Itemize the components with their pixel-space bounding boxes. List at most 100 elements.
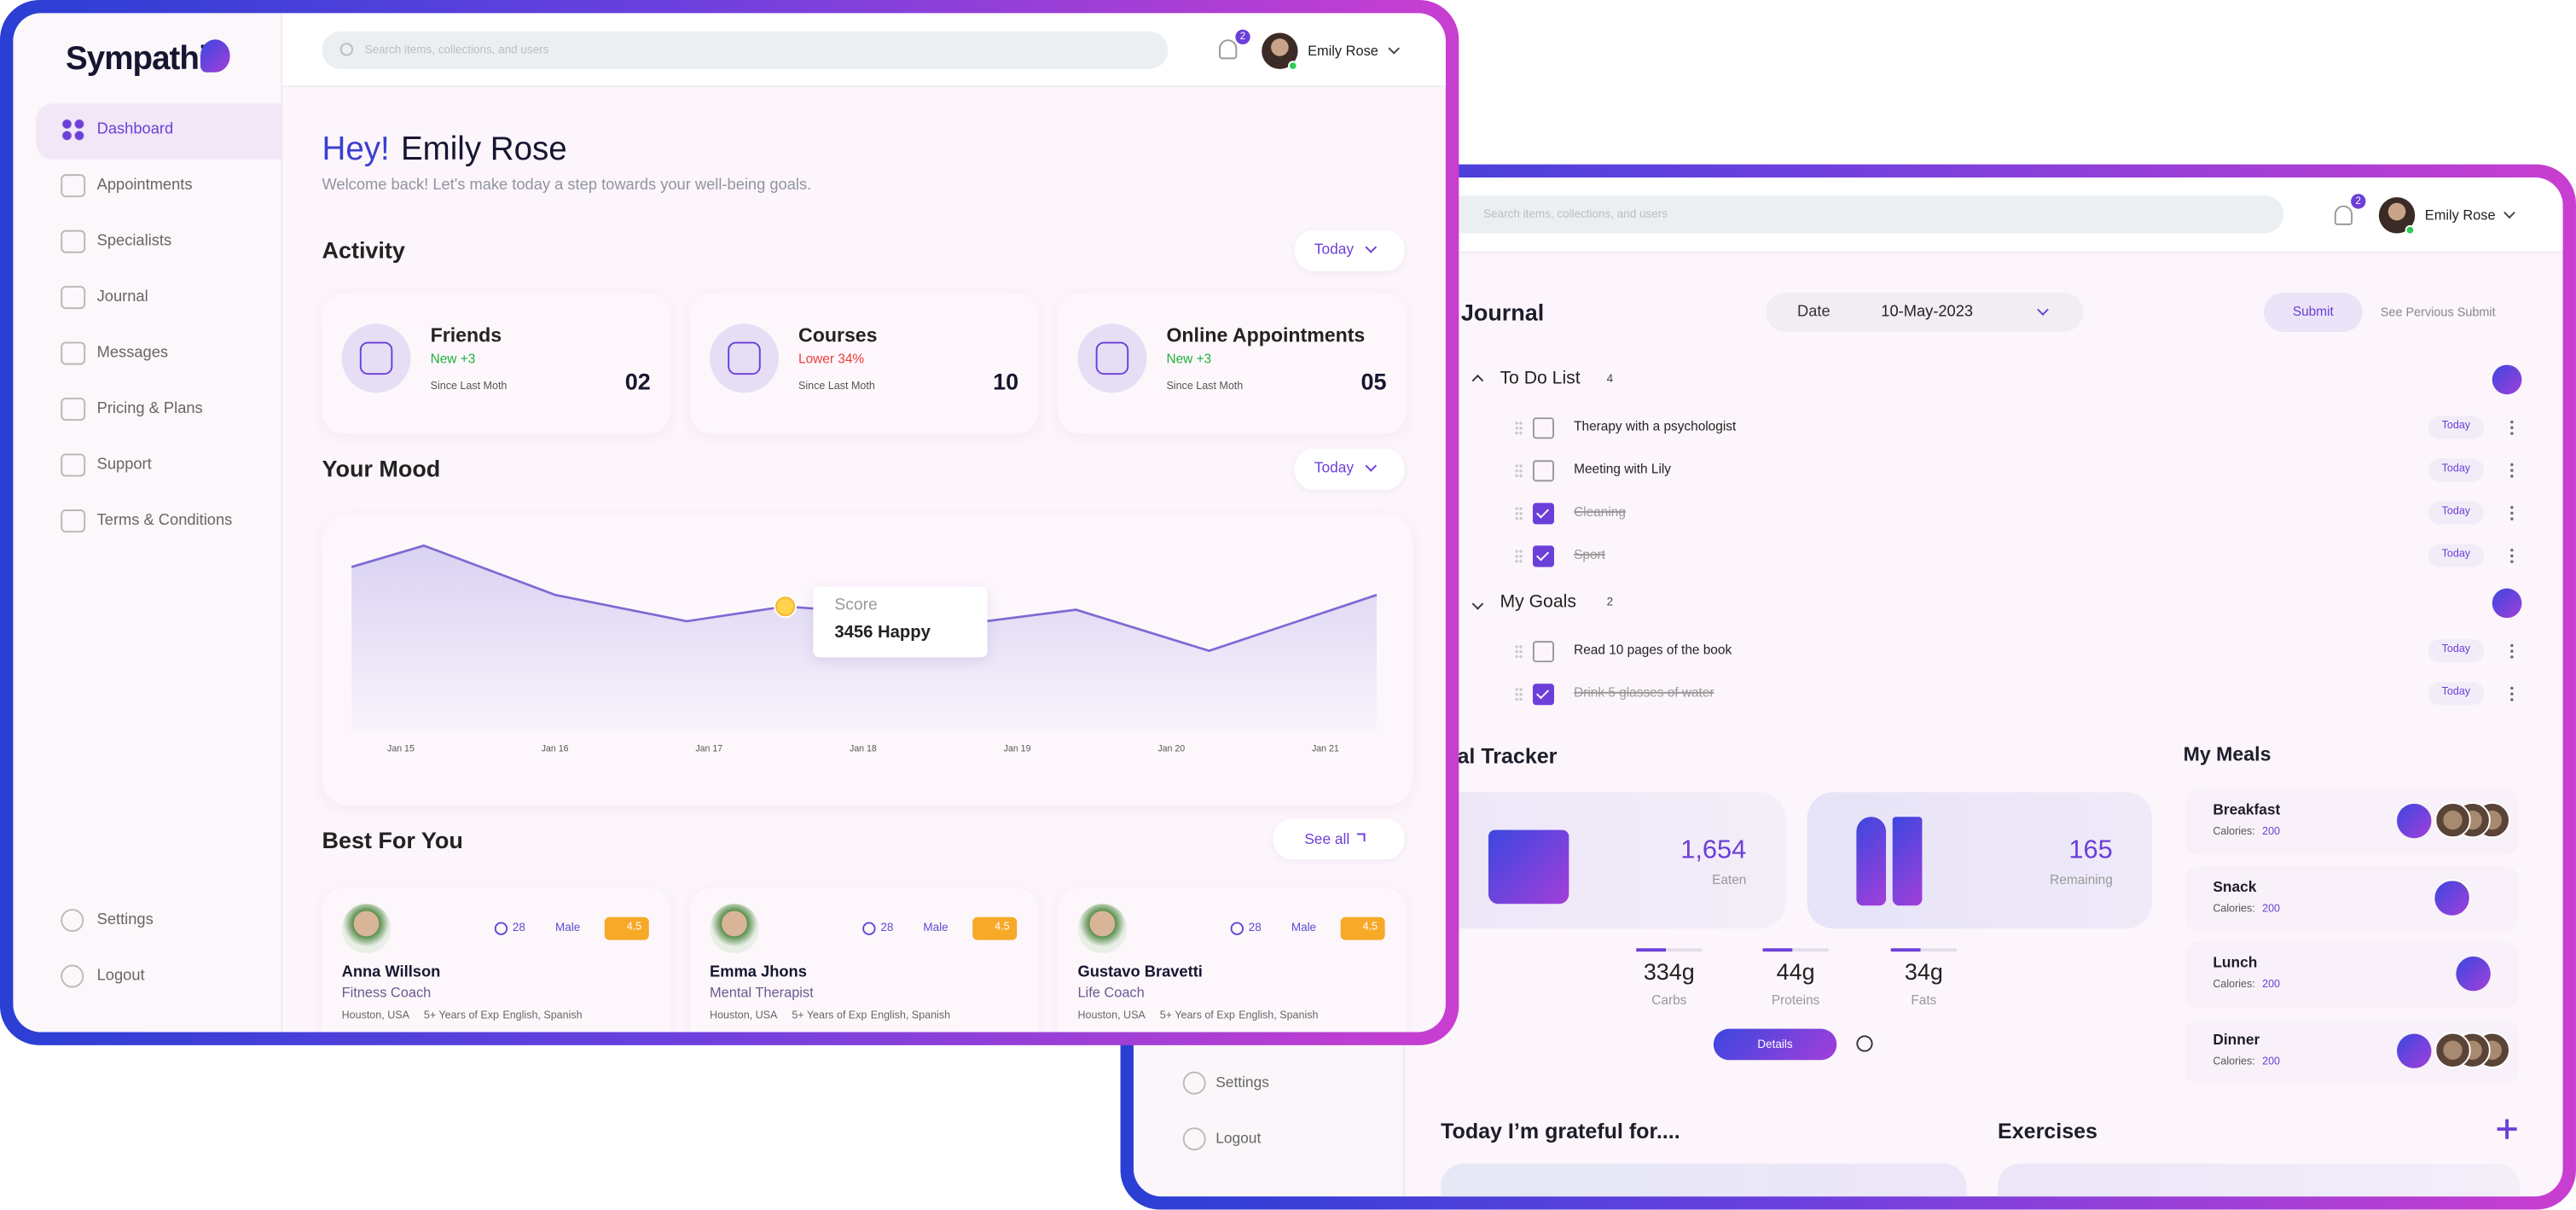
card-count: 05 [1361, 368, 1387, 395]
search-bar[interactable] [1445, 195, 2284, 234]
person-gender: Male [554, 922, 581, 934]
badge [2351, 194, 2366, 209]
caret [1471, 597, 1484, 610]
more-menu[interactable] [2509, 547, 2514, 564]
tooltip-label: Score [834, 596, 878, 615]
person-age: 28 [880, 922, 894, 934]
add-meal-button[interactable] [2456, 956, 2491, 992]
section-title: To Do List [1500, 369, 1581, 389]
submit-button[interactable] [2264, 292, 2363, 333]
task-text: Read 10 pages of the book [1574, 643, 1732, 658]
add-meal-button[interactable] [2397, 803, 2432, 839]
nav-item[interactable]: Logout [1215, 1130, 1262, 1147]
exercise-card [1998, 1163, 2521, 1197]
greeting: Hey! [322, 131, 390, 168]
person-role: Fitness Coach [341, 984, 432, 1001]
dashboard-window-content: Sympathi Dashboard Appointments Specialists… [13, 13, 1446, 1033]
add-meal-button[interactable] [2397, 1033, 2432, 1068]
nav-item[interactable]: Appointments [96, 176, 193, 195]
nav-item[interactable]: Messages [96, 344, 169, 363]
nav-item[interactable]: Logout [96, 966, 145, 986]
card-since: Since Last Moth [798, 381, 875, 393]
x-label: Jan 19 [1003, 744, 1031, 755]
checkbox[interactable] [1532, 459, 1554, 481]
tag [2428, 544, 2485, 567]
checkbox[interactable] [1532, 502, 1554, 524]
sidebar [13, 13, 283, 1033]
tag [2428, 682, 2485, 706]
card-change: New +3 [430, 352, 476, 367]
more-menu[interactable] [2509, 643, 2514, 660]
card-change: Lower 34% [798, 352, 865, 367]
card-icon-glyph [728, 341, 761, 375]
person-role: Mental Therapist [710, 984, 814, 1001]
tag-label: Today [2441, 686, 2471, 699]
see-all-button[interactable] [1273, 818, 1405, 860]
macro-label: Fats [1911, 992, 1937, 1008]
nav-item[interactable]: Settings [1215, 1073, 1269, 1091]
more-menu[interactable] [2509, 462, 2514, 479]
refresh-icon[interactable] [1856, 1035, 1873, 1052]
checkbox[interactable] [1532, 683, 1554, 705]
person-role: Life Coach [1077, 984, 1145, 1001]
arrow-icon [1356, 833, 1366, 842]
tag [2428, 501, 2485, 525]
card-since: Since Last Moth [430, 381, 508, 393]
nav-item[interactable]: Specialists [96, 232, 172, 251]
date-picker[interactable] [1766, 292, 2084, 333]
nav-icon [61, 174, 86, 198]
filter-dropdown[interactable] [1294, 448, 1405, 490]
nav-icon [61, 909, 84, 933]
more-menu[interactable] [2509, 685, 2514, 702]
nav-item[interactable]: Pricing & Plans [96, 399, 203, 418]
user-name[interactable]: Emily Rose [1308, 42, 1378, 59]
nav-item[interactable]: Settings [96, 910, 154, 929]
drag-handle [1514, 643, 1523, 660]
more-menu[interactable] [2509, 504, 2514, 521]
bell-icon[interactable] [1219, 39, 1238, 60]
macro-value: 44g [1776, 957, 1815, 985]
person-gender: Male [923, 922, 949, 934]
age-icon [862, 922, 876, 935]
date-label: Date [1797, 302, 1830, 322]
bell-icon[interactable] [2334, 205, 2353, 225]
tooltip-value: 3456 Happy [834, 622, 931, 643]
person-avatar [341, 904, 392, 954]
nav-item[interactable]: Terms & Conditions [96, 511, 233, 530]
task-text: Meeting with Lily [1574, 462, 1672, 477]
search-bar[interactable] [322, 31, 1169, 69]
food-thumb [2434, 801, 2471, 839]
person-age: 28 [512, 922, 525, 934]
add-button[interactable] [2492, 364, 2522, 395]
details-button[interactable] [1713, 1028, 1837, 1061]
tag-label: Today [2441, 548, 2471, 561]
drag-handle [1514, 687, 1523, 702]
drag-handle [1514, 421, 1523, 436]
more-menu[interactable] [2509, 419, 2514, 436]
x-label: Jan 20 [1157, 744, 1186, 755]
filter-dropdown[interactable] [1294, 230, 1405, 271]
checkbox[interactable] [1532, 640, 1554, 662]
add-meal-button[interactable] [2434, 881, 2469, 916]
add-button[interactable] [2492, 588, 2522, 619]
checkbox[interactable] [1532, 544, 1554, 567]
task-text: Therapy with a psychologist [1574, 419, 1737, 434]
nav-item[interactable]: Journal [96, 288, 148, 306]
checkbox[interactable] [1532, 416, 1554, 439]
filter-label: Today [1314, 459, 1355, 476]
tooltip [813, 586, 988, 658]
nav-icon [61, 230, 86, 253]
nav-item[interactable]: Dashboard [96, 120, 174, 139]
card-title: Courses [798, 323, 878, 347]
card-title: Online Appointments [1166, 323, 1366, 347]
section-title: My Goals [1500, 592, 1576, 613]
macro-progress [1636, 948, 1666, 952]
calories-label: Calories: [2213, 903, 2255, 916]
search-placeholder: Search items, collections, and users [364, 44, 549, 57]
card-icon [341, 323, 411, 393]
user-name[interactable]: Emily Rose [2424, 207, 2496, 224]
nav-item[interactable]: Support [96, 455, 152, 474]
previous-link[interactable]: See Pervious Submit [2380, 304, 2496, 320]
card-title: Friends [430, 323, 502, 347]
person-languages: English, Spanish [502, 1010, 583, 1022]
